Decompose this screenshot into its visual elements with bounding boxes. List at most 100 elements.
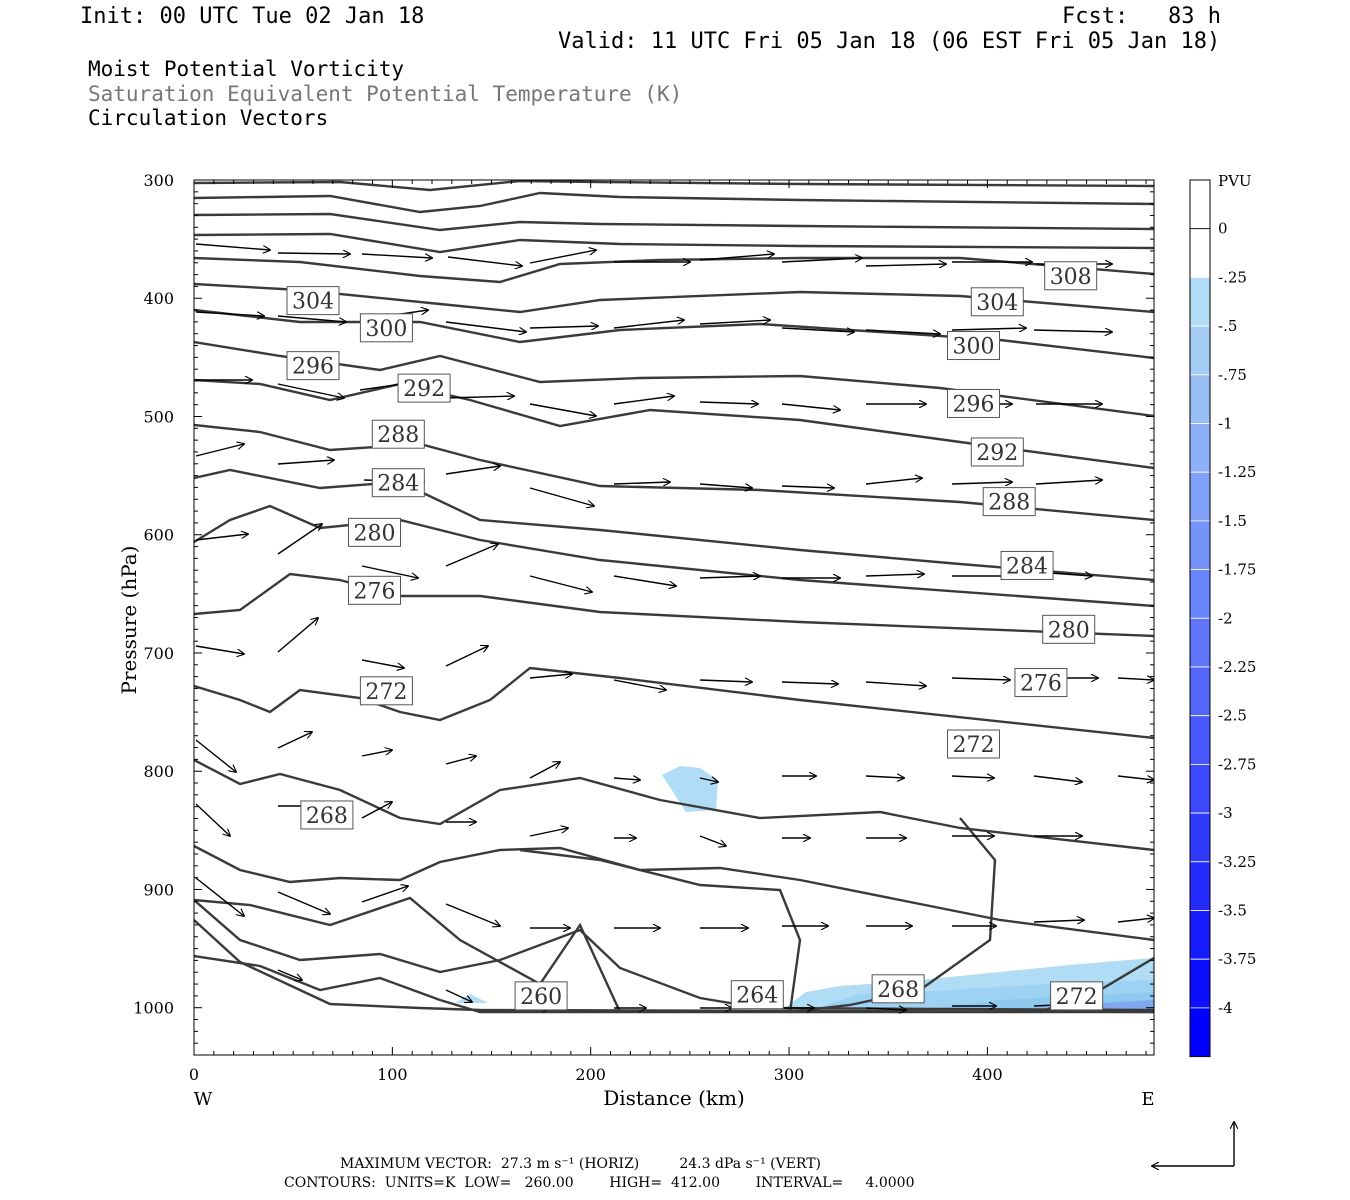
west-label: W: [194, 1089, 213, 1110]
colorbar-band: [1189, 423, 1211, 473]
contour-label-box: [970, 287, 1024, 317]
contour-label: 288: [988, 491, 1030, 516]
contour-label: 280: [1048, 618, 1090, 643]
contour-label: 304: [292, 290, 334, 315]
colorbar-label: -2.25: [1218, 658, 1256, 676]
colorbar-band: [1189, 276, 1211, 327]
y-tick-label: 900: [143, 880, 174, 899]
contour-label-box: [1042, 614, 1096, 644]
contour-label: 300: [365, 317, 407, 342]
contour-label: 288: [377, 423, 419, 448]
colorbar-label: -3.5: [1218, 902, 1247, 920]
contour-label: 296: [953, 392, 995, 417]
colorbar-band: [1189, 1007, 1211, 1058]
contour-label-box: [1000, 550, 1054, 580]
contour-label: 284: [377, 472, 419, 497]
x-tick-label: 300: [774, 1065, 805, 1084]
colorbar-band: [1189, 617, 1211, 668]
colorbar-frame: [1189, 179, 1211, 1058]
contour-label: 260: [520, 985, 562, 1010]
colorbar-band: [1189, 715, 1211, 765]
contour-label: 296: [292, 355, 334, 380]
colorbar-band: [1189, 325, 1211, 376]
contour-label: 272: [365, 680, 407, 705]
contour-label-box: [1050, 981, 1104, 1011]
colorbar-label: -2.75: [1218, 755, 1256, 773]
y-tick-label: 700: [143, 644, 174, 663]
y-tick-label: 1000: [133, 999, 174, 1018]
contour-label: 304: [976, 291, 1018, 316]
contour-label: 264: [736, 984, 778, 1009]
colorbar-label: -2: [1218, 609, 1233, 627]
colorbar-band: [1189, 666, 1211, 717]
colorbar-label: -3.75: [1218, 950, 1256, 968]
colorbar-band: [1189, 861, 1211, 911]
y-tick-label: 300: [143, 171, 174, 190]
contour-label-box: [947, 729, 1001, 759]
x-tick-label: 0: [189, 1065, 199, 1084]
contour-label: 300: [953, 335, 995, 360]
colorbar-band: [1189, 569, 1211, 619]
pv-colorbar: PVU 0 -.25 -.5 -.75 -1 -1.25 -1.5 -1.75 -2 -2.25 -…: [1189, 172, 1256, 1058]
colorbar-unit: PVU: [1218, 172, 1252, 190]
contour-label: 308: [1050, 265, 1092, 290]
colorbar-label: -.5: [1218, 317, 1237, 335]
east-label: E: [1141, 1089, 1154, 1110]
contour-label: 272: [1056, 985, 1098, 1010]
colorbar-band: [1189, 910, 1211, 960]
y-axis: 300 400 500 600 700 800 900 1000: [133, 171, 1154, 1056]
max-vector-note: MAXIMUM VECTOR: 27.3 m s⁻¹ (HORIZ) 24.3 …: [340, 1156, 822, 1172]
colorbar-band: [1189, 471, 1211, 522]
field-title-theta-es: Saturation Equivalent Potential Temperat…: [88, 82, 683, 106]
field-title-vectors: Circulation Vectors: [88, 106, 329, 130]
contour-label: 280: [353, 521, 395, 546]
init-time: Init: 00 UTC Tue 02 Jan 18: [80, 4, 425, 29]
contour-label-box: [947, 331, 1001, 361]
contour-label-box: [347, 517, 401, 547]
contour-label-box: [371, 419, 425, 449]
contour-label-box: [359, 313, 413, 343]
contour-label: 284: [1006, 554, 1048, 579]
valid-time: Valid: 11 UTC Fri 05 Jan 18 (06 EST Fri …: [558, 29, 1221, 54]
contour-labels: 308 304 304 300 300 296 296 292 292 288 288 284 284 2…: [286, 261, 1104, 1011]
contour-label-box: [300, 800, 354, 830]
contour-label: 276: [1020, 672, 1062, 697]
colorbar-band: [1189, 179, 1211, 230]
pv-shading: [455, 766, 1154, 1012]
colorbar-label: -.75: [1218, 366, 1247, 384]
colorbar-band: [1189, 520, 1211, 571]
y-axis-label: Pressure (hPa): [117, 546, 141, 695]
contour-label: 292: [403, 377, 445, 402]
colorbar-label: -.25: [1218, 268, 1247, 286]
contour-label: 292: [976, 441, 1018, 466]
contour-label: 268: [877, 978, 919, 1003]
colorbar-label: -1.25: [1218, 463, 1256, 481]
contour-label-box: [1044, 261, 1098, 291]
reference-vector-icon: [1152, 1122, 1234, 1166]
contour-label: 268: [306, 804, 348, 829]
contour-label-box: [730, 980, 784, 1010]
colorbar-label: -2.5: [1218, 707, 1247, 725]
contour-label-box: [359, 676, 413, 706]
field-title-mpv: Moist Potential Vorticity: [88, 57, 405, 81]
colorbar-label: -1.5: [1218, 512, 1247, 530]
y-tick-label: 500: [143, 407, 174, 426]
contour-label-box: [947, 388, 1001, 418]
contour-label-box: [970, 437, 1024, 467]
contour-label: 276: [353, 579, 395, 604]
circulation-vectors: [195, 243, 1154, 1010]
colorbar-band: [1189, 812, 1211, 863]
contour-label-box: [397, 373, 451, 403]
colorbar-band: [1189, 958, 1211, 1009]
colorbar-label: -3.25: [1218, 853, 1256, 871]
y-tick-label: 600: [143, 526, 174, 545]
contour-label-box: [286, 351, 340, 381]
x-axis-label: Distance (km): [603, 1086, 745, 1110]
x-tick-label: 100: [377, 1065, 408, 1084]
contour-label-box: [286, 286, 340, 316]
contour-label-box: [371, 468, 425, 498]
colorbar-band: [1189, 374, 1211, 424]
contour-label: 272: [953, 733, 995, 758]
colorbar-band: [1189, 764, 1211, 814]
colorbar-label: 0: [1218, 220, 1228, 238]
